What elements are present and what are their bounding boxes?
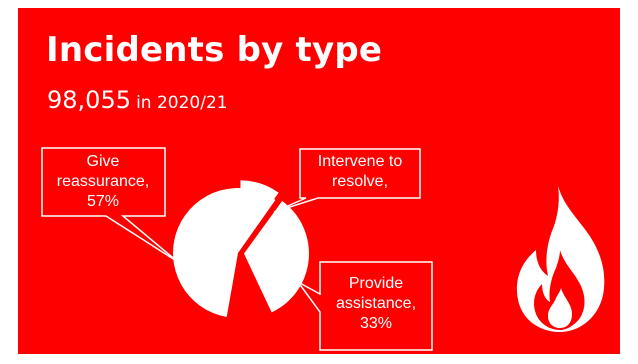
label-give-reassurance: Give reassurance, 57%	[43, 152, 163, 212]
incident-total: 98,055	[47, 86, 131, 114]
summary-line: 98,055 in 2020/21	[47, 86, 228, 114]
label-line: Give	[86, 153, 120, 170]
callout-intervene-to-resolve	[273, 148, 421, 213]
pie-slice-intervene-to-resolve	[240, 180, 279, 246]
label-line: assistance,	[335, 295, 417, 312]
callout-provide-assistance	[297, 261, 433, 351]
pie-chart	[41, 147, 433, 351]
label-provide-assistance: Provide assistance, 33%	[322, 274, 430, 334]
label-line: 57%	[86, 193, 120, 210]
label-line: reassurance,	[56, 173, 150, 190]
pie-slices	[172, 180, 309, 318]
pie-slice-provide-assistance	[243, 200, 309, 313]
flame-icon	[516, 186, 605, 332]
label-line: Provide	[348, 275, 404, 292]
callout-give-reassurance	[41, 147, 179, 263]
incident-period: in 2020/21	[136, 93, 228, 113]
label-intervene-to-resolve: Intervene to resolve,	[301, 152, 419, 192]
pie-callouts	[41, 147, 433, 351]
label-line: Intervene to	[317, 153, 403, 170]
label-line: 33%	[359, 315, 393, 332]
label-line: resolve,	[331, 173, 389, 190]
chart-title: Incidents by type	[46, 30, 383, 70]
infographic-card: Incidents by type 98,055 in 2020/21 Give…	[18, 8, 620, 354]
